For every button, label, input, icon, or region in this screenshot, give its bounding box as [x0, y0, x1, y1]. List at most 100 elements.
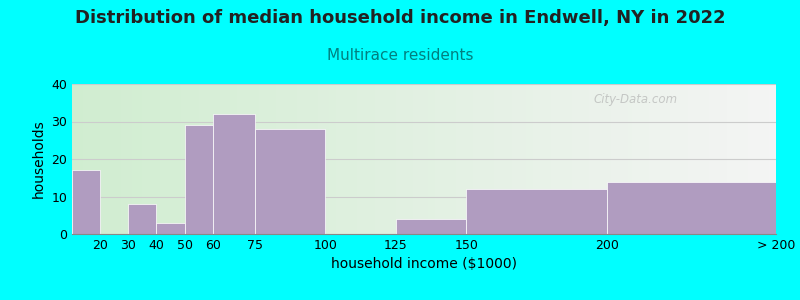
Bar	[104, 84, 107, 234]
Bar	[670, 84, 674, 234]
Bar	[354, 84, 357, 234]
Bar	[350, 84, 354, 234]
Bar	[396, 84, 399, 234]
Bar	[442, 84, 445, 234]
Bar	[487, 84, 491, 234]
Bar	[597, 84, 600, 234]
Bar	[755, 84, 758, 234]
Bar	[434, 84, 438, 234]
Bar	[723, 84, 726, 234]
Bar	[273, 84, 276, 234]
Bar	[540, 84, 544, 234]
Bar	[230, 84, 234, 234]
Text: Multirace residents: Multirace residents	[326, 48, 474, 63]
Bar	[698, 84, 702, 234]
Bar	[122, 84, 125, 234]
Bar	[614, 84, 618, 234]
Bar	[213, 114, 255, 234]
Bar	[153, 84, 157, 234]
Bar	[100, 84, 104, 234]
Bar	[248, 84, 251, 234]
Bar	[667, 84, 670, 234]
Bar	[769, 84, 773, 234]
Bar	[160, 84, 163, 234]
Bar	[509, 84, 512, 234]
Bar	[241, 84, 245, 234]
Bar	[582, 84, 586, 234]
Bar	[565, 84, 568, 234]
Bar	[150, 84, 153, 234]
Bar	[392, 84, 396, 234]
Bar	[364, 84, 368, 234]
Bar	[139, 84, 142, 234]
Bar	[343, 84, 346, 234]
Bar	[406, 84, 410, 234]
Bar	[621, 84, 625, 234]
Bar	[751, 84, 755, 234]
Text: Distribution of median household income in Endwell, NY in 2022: Distribution of median household income …	[74, 9, 726, 27]
Bar	[220, 84, 223, 234]
Bar	[625, 84, 628, 234]
Bar	[216, 84, 220, 234]
Bar	[741, 84, 744, 234]
Bar	[726, 84, 730, 234]
Bar	[290, 84, 294, 234]
Bar	[157, 223, 185, 234]
Bar	[245, 84, 248, 234]
Bar	[298, 84, 301, 234]
Bar	[650, 84, 653, 234]
Bar	[315, 84, 318, 234]
Bar	[706, 84, 709, 234]
Bar	[399, 84, 403, 234]
Bar	[174, 84, 178, 234]
Bar	[593, 84, 597, 234]
Bar	[607, 84, 610, 234]
Bar	[562, 84, 565, 234]
Bar	[618, 84, 621, 234]
Bar	[730, 84, 734, 234]
Bar	[462, 84, 466, 234]
Bar	[459, 84, 462, 234]
Bar	[368, 84, 371, 234]
Bar	[125, 84, 128, 234]
Bar	[709, 84, 713, 234]
Bar	[762, 84, 766, 234]
Bar	[167, 84, 170, 234]
Bar	[128, 204, 157, 234]
Bar	[632, 84, 635, 234]
Bar	[550, 84, 554, 234]
Bar	[238, 84, 241, 234]
Bar	[653, 84, 656, 234]
Bar	[82, 84, 86, 234]
Bar	[678, 84, 681, 234]
Bar	[206, 84, 210, 234]
Bar	[558, 84, 562, 234]
Bar	[572, 84, 575, 234]
Bar	[308, 84, 311, 234]
Bar	[185, 125, 213, 234]
Bar	[311, 84, 315, 234]
Bar	[280, 84, 283, 234]
Bar	[537, 84, 540, 234]
Bar	[466, 84, 470, 234]
Bar	[192, 84, 195, 234]
Bar	[758, 84, 762, 234]
Bar	[477, 84, 480, 234]
Bar	[72, 170, 100, 234]
Bar	[114, 84, 118, 234]
Bar	[427, 84, 431, 234]
Bar	[530, 84, 533, 234]
Bar	[773, 84, 776, 234]
Bar	[502, 84, 505, 234]
X-axis label: household income ($1000): household income ($1000)	[331, 257, 517, 272]
Bar	[547, 84, 550, 234]
Bar	[339, 84, 343, 234]
Bar	[688, 84, 691, 234]
Bar	[329, 84, 333, 234]
Bar	[326, 84, 329, 234]
Bar	[505, 84, 509, 234]
Bar	[674, 84, 678, 234]
Bar	[336, 84, 339, 234]
Bar	[223, 84, 227, 234]
Bar	[255, 129, 326, 234]
